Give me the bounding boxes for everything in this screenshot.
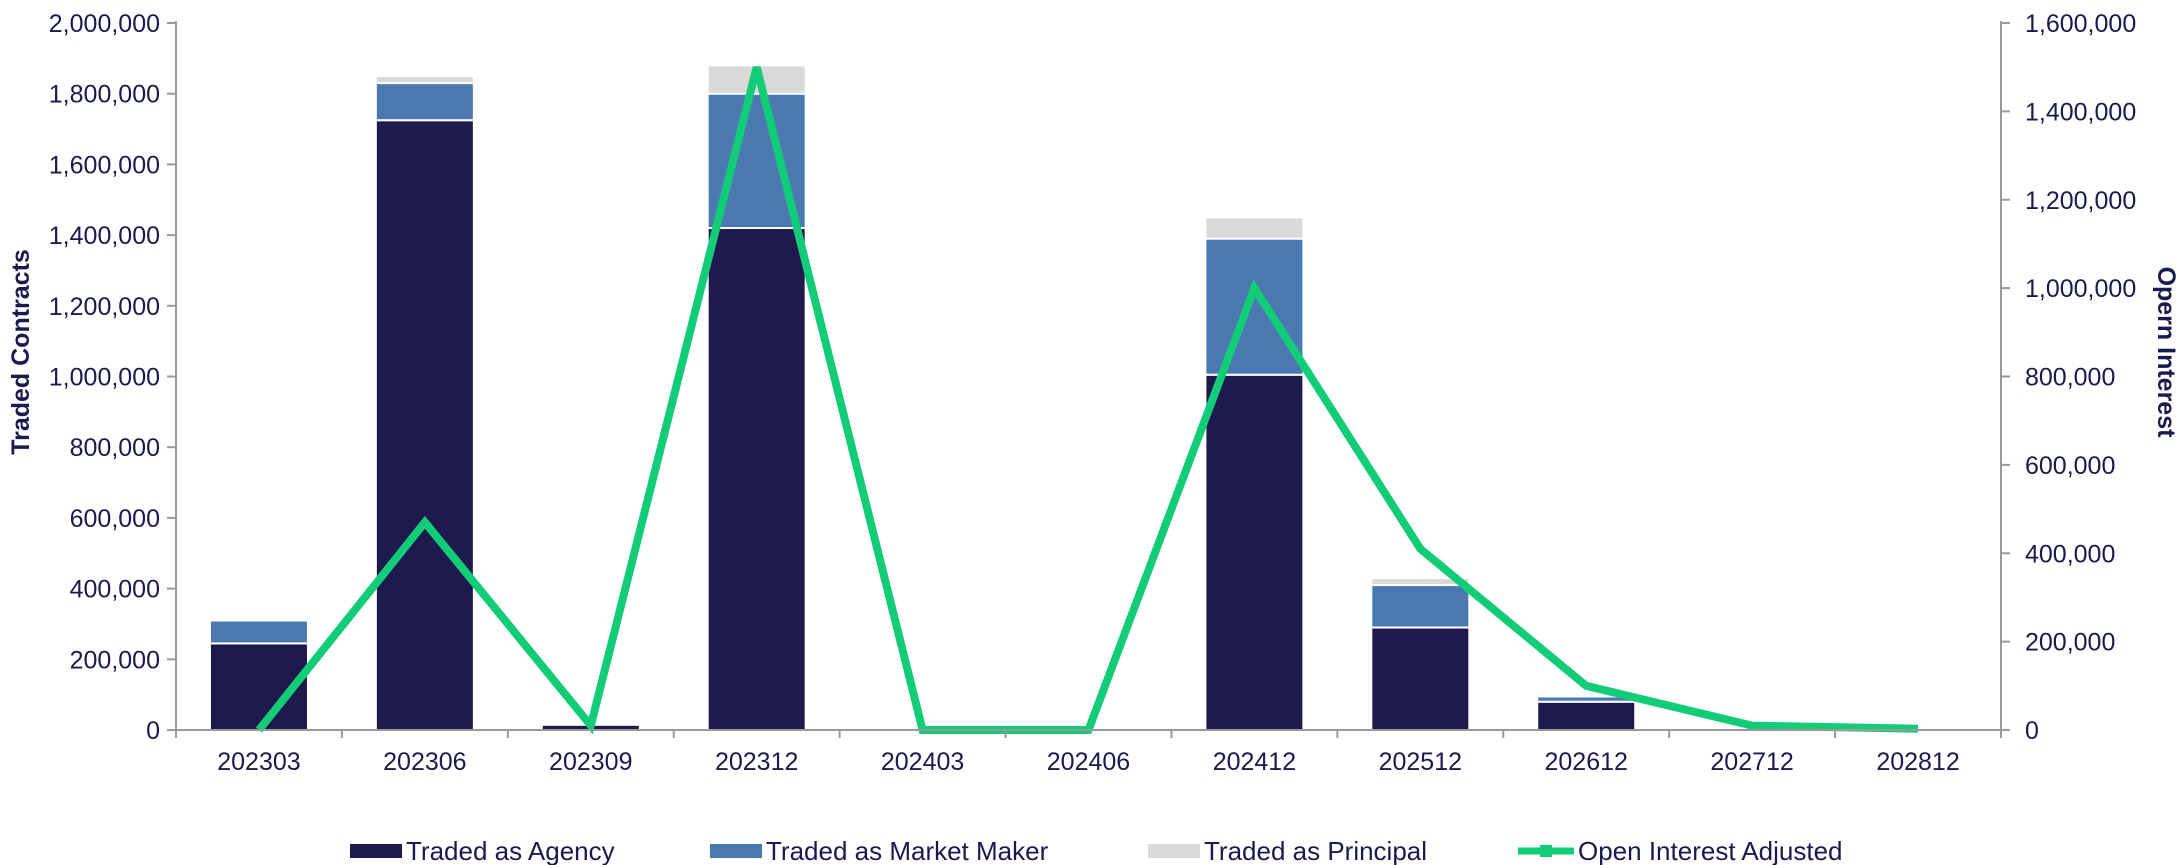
legend-label: Traded as Principal xyxy=(1204,836,1427,865)
legend-label: Traded as Market Maker xyxy=(766,836,1049,865)
left-axis-tick-label: 200,000 xyxy=(70,646,160,674)
bar-segment-3 xyxy=(1370,576,1471,587)
right-axis-tick-label: 200,000 xyxy=(2025,629,2115,657)
left-axis-tick-label: 1,600,000 xyxy=(49,151,160,179)
right-axis-tick-label: 600,000 xyxy=(2025,452,2115,480)
bar-segment-2 xyxy=(208,619,309,645)
bar-segment-3 xyxy=(374,75,475,85)
x-axis-tick-label: 202812 xyxy=(1876,748,1959,776)
right-axis-title: Opern Interest xyxy=(2152,267,2177,439)
x-axis-tick-label: 202612 xyxy=(1545,748,1628,776)
left-axis-tick-label: 400,000 xyxy=(70,576,160,604)
right-axis-tick-label: 1,600,000 xyxy=(2025,10,2136,38)
legend-label: Open Interest Adjusted xyxy=(1578,836,1843,865)
bar-segment-2 xyxy=(1204,237,1305,376)
x-axis-tick-label: 202712 xyxy=(1710,748,1793,776)
left-axis-tick-label: 1,400,000 xyxy=(49,222,160,250)
left-axis-tick-label: 0 xyxy=(146,717,160,745)
right-axis-tick-label: 800,000 xyxy=(2025,364,2115,392)
bar-segment-2 xyxy=(1370,584,1471,629)
left-axis-tick-label: 2,000,000 xyxy=(49,10,160,38)
bar-segment-1 xyxy=(706,227,807,731)
left-axis-tick-label: 800,000 xyxy=(70,434,160,462)
right-axis-tick-label: 1,200,000 xyxy=(2025,187,2136,215)
legend-swatch-marker xyxy=(1540,845,1552,857)
x-axis-tick-label: 202309 xyxy=(549,748,632,776)
x-axis-tick-label: 202406 xyxy=(1047,748,1130,776)
right-axis-tick-label: 1,400,000 xyxy=(2025,98,2136,126)
right-axis-tick-label: 1,000,000 xyxy=(2025,275,2136,303)
left-axis-title: Traded Contracts xyxy=(7,249,35,455)
left-axis-tick-label: 600,000 xyxy=(70,505,160,533)
x-axis-tick-label: 202306 xyxy=(383,748,466,776)
bar-segment-2 xyxy=(374,82,475,122)
x-axis-tick-label: 202312 xyxy=(715,748,798,776)
left-axis-tick-label: 1,800,000 xyxy=(49,81,160,109)
x-axis-tick-label: 202412 xyxy=(1213,748,1296,776)
right-axis-tick-label: 0 xyxy=(2025,717,2039,745)
legend: Traded as Agency Traded as Market Maker Tr… xyxy=(350,836,1843,865)
bar-segment-1 xyxy=(1536,700,1637,731)
bar-segment-1 xyxy=(374,119,475,731)
x-axis-tick-label: 202303 xyxy=(217,748,300,776)
legend-swatch xyxy=(710,844,762,858)
legend-swatch xyxy=(1148,844,1200,858)
legend-swatch xyxy=(350,844,402,858)
bar-segment-3 xyxy=(208,617,309,622)
legend-label: Traded as Agency xyxy=(406,836,615,865)
right-axis-tick-label: 400,000 xyxy=(2025,540,2115,568)
bar-segment-3 xyxy=(1204,216,1305,240)
bar-segment-1 xyxy=(1370,626,1471,731)
x-axis-tick-label: 202512 xyxy=(1379,748,1462,776)
bar-segment-1 xyxy=(1204,373,1305,731)
left-axis-tick-label: 1,200,000 xyxy=(49,293,160,321)
open-interest-line xyxy=(255,66,1919,735)
x-axis-tick-label: 202403 xyxy=(881,748,964,776)
left-axis-tick-label: 1,000,000 xyxy=(49,364,160,392)
